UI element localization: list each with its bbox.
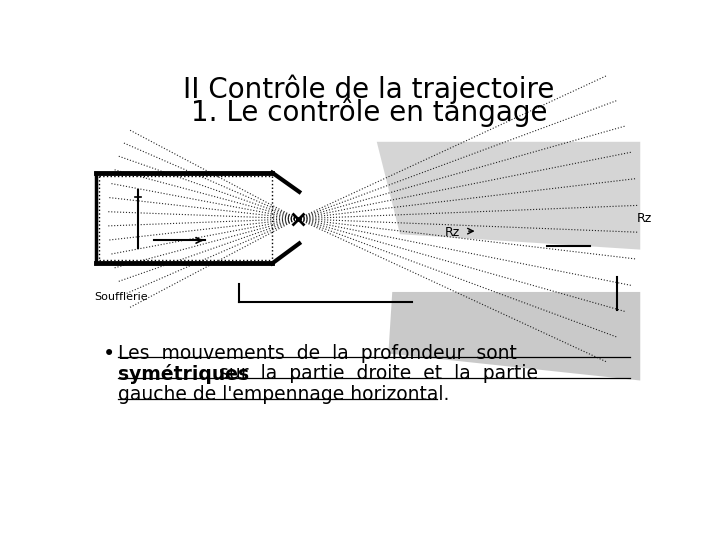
Polygon shape bbox=[377, 142, 640, 249]
Text: symétriques: symétriques bbox=[118, 364, 249, 384]
Text: gauche de l'empennage horizontal.: gauche de l'empennage horizontal. bbox=[118, 385, 449, 404]
Text: sur  la  partie  droite  et  la  partie: sur la partie droite et la partie bbox=[207, 364, 538, 383]
Text: Rz: Rz bbox=[445, 226, 460, 239]
Text: Soufflerie: Soufflerie bbox=[94, 292, 148, 302]
Text: II Contrôle de la trajectoire: II Contrôle de la trajectoire bbox=[184, 75, 554, 104]
Polygon shape bbox=[388, 292, 640, 381]
Text: 1. Le contrôle en tangage: 1. Le contrôle en tangage bbox=[191, 98, 547, 127]
Text: Rz: Rz bbox=[637, 212, 652, 225]
Text: •: • bbox=[102, 343, 114, 363]
Text: Les  mouvements  de  la  profondeur  sont: Les mouvements de la profondeur sont bbox=[118, 343, 517, 362]
